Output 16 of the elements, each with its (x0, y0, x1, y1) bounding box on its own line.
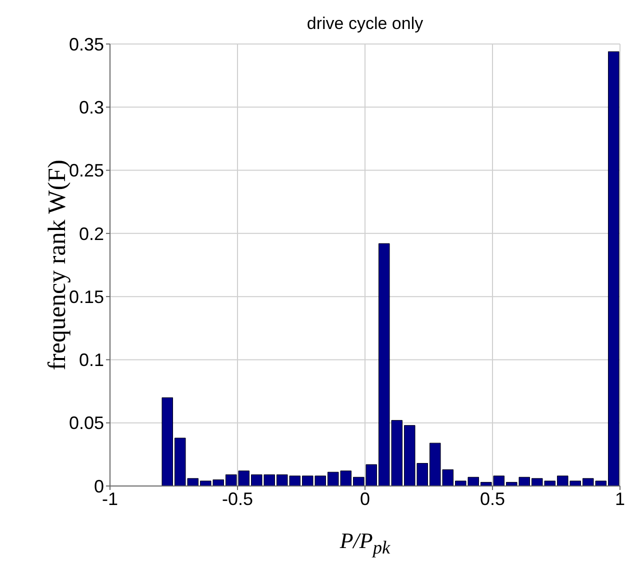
x-tick-label: -1 (102, 488, 118, 509)
y-tick-label: 0.05 (68, 413, 104, 434)
y-tick-label: 0.25 (68, 160, 104, 181)
x-axis-title: P/P$_{pk}$ (338, 528, 392, 560)
y-tick-label: 0.1 (78, 350, 104, 370)
y-tick-label: 0.15 (68, 286, 104, 307)
y-tick-label: 0 (94, 476, 104, 496)
chart-title: drive cycle only (306, 14, 424, 34)
x-tick-label: 1 (614, 488, 626, 509)
y-tick-label: 0.35 (68, 34, 104, 54)
y-tick-label: 0.2 (78, 224, 104, 244)
x-tick-label: 0 (360, 488, 370, 509)
y-axis-title: frequency rank W(F) (44, 160, 71, 370)
x-tick-label: -0.5 (222, 488, 254, 509)
y-tick-label: 0.3 (78, 98, 104, 118)
x-tick-label: 0.5 (480, 488, 506, 509)
